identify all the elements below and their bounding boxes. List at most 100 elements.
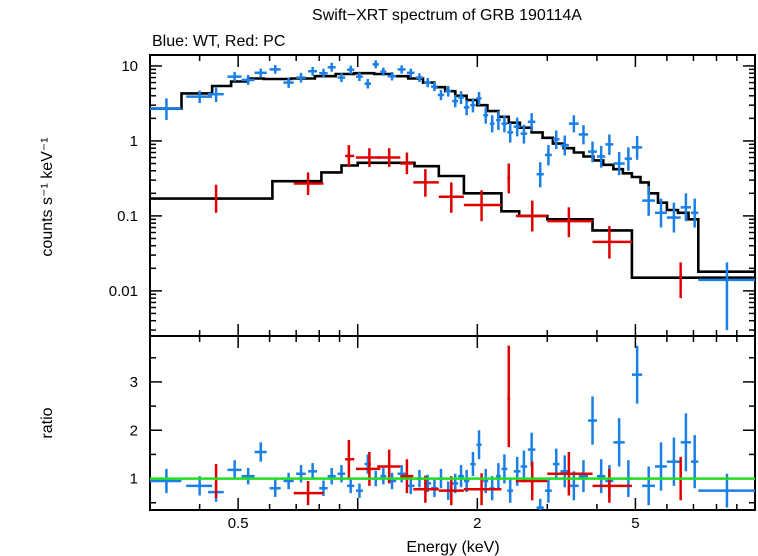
wt-ratio-point	[536, 498, 544, 510]
wt-spectrum-point	[470, 98, 476, 113]
wt-spectrum-series	[150, 60, 755, 331]
pc-spectrum-point	[507, 163, 511, 194]
pc-spectrum-point	[463, 190, 502, 222]
wt-ratio-point	[642, 466, 655, 506]
wt-spectrum-point	[560, 135, 569, 156]
wt-ratio-point	[588, 396, 597, 445]
wt-spectrum-point	[578, 125, 589, 145]
wt-spectrum-point	[507, 122, 514, 143]
pc-ratio-point	[438, 476, 464, 506]
wt-spectrum-point	[489, 115, 495, 133]
pc-spectrum-point	[679, 262, 682, 299]
pc-spectrum-point	[355, 148, 381, 167]
wt-spectrum-point	[227, 72, 242, 82]
wt-ratio-point	[337, 465, 346, 483]
spectrum-data	[150, 60, 755, 331]
wt-spectrum-point	[445, 86, 452, 97]
pc-spectrum-series	[214, 145, 682, 299]
pc-spectrum-point	[592, 226, 632, 259]
wt-spectrum-point	[452, 94, 459, 108]
wt-spectrum-point	[624, 147, 632, 171]
wt-spectrum-point	[387, 72, 397, 81]
wt-ratio-point	[654, 442, 667, 491]
ratio-panel: 0.5 2 5 1 2 3	[130, 335, 756, 532]
wt-spectrum-point	[319, 68, 328, 78]
wt-ratio-point	[568, 471, 579, 501]
wt-spectrum-point	[254, 68, 267, 78]
y-tick-label: 0.1	[117, 208, 138, 225]
pc-ratio-point	[400, 459, 414, 494]
wt-spectrum-point	[596, 145, 606, 168]
x-tick-label: 5	[631, 515, 639, 532]
wt-spectrum-point	[552, 130, 560, 150]
wt-spectrum-point	[520, 124, 528, 144]
wt-ratio-point	[254, 442, 267, 462]
top-y-axis-label: counts s⁻¹ keV⁻¹	[39, 137, 56, 256]
wt-spectrum-point	[458, 91, 464, 105]
wt-spectrum-point	[613, 152, 625, 176]
wt-spectrum-point	[347, 65, 355, 75]
wt-ratio-point	[578, 460, 589, 493]
pc-ratio-series	[214, 345, 682, 506]
wt-spectrum-point	[588, 141, 597, 163]
wt-spectrum-point	[380, 67, 387, 76]
pc-spectrum-point	[515, 200, 548, 232]
wt-spectrum-point	[364, 78, 372, 89]
bottom-y-axis-label: ratio	[39, 407, 56, 438]
wt-spectrum-point	[241, 74, 255, 85]
wt-ratio-point	[227, 460, 242, 480]
wt-ratio-point	[560, 455, 569, 488]
wt-ratio-point	[520, 450, 528, 483]
wt-spectrum-point	[496, 111, 501, 130]
ratio-frame	[149, 335, 756, 511]
chart-subtitle: Blue: WT, Red: PC	[152, 33, 285, 50]
pc-ratio-point	[507, 345, 511, 448]
y-tick-label: 10	[121, 58, 138, 75]
y-tick-label: 1	[130, 133, 138, 150]
wt-spectrum-point	[283, 77, 294, 88]
wt-spectrum-point	[690, 198, 699, 228]
pc-spectrum-point	[293, 172, 324, 195]
wt-spectrum-point	[654, 198, 667, 228]
y-tick-label: 2	[130, 422, 138, 439]
pc-spectrum-point	[413, 169, 439, 197]
wt-spectrum-point	[372, 60, 379, 69]
y-tick-label: 3	[130, 374, 138, 391]
wt-spectrum-point	[527, 113, 536, 132]
chart-title: Swift−XRT spectrum of GRB 190114A	[312, 7, 582, 24]
wt-spectrum-point	[406, 68, 415, 78]
wt-ratio-point	[470, 452, 476, 477]
wt-ratio-point	[406, 477, 415, 495]
pc-ratio-point	[592, 468, 632, 503]
spectrum-panel: 10 1 0.1 0.01	[109, 54, 756, 337]
wt-ratio-point	[544, 478, 552, 503]
pc-spectrum-point	[377, 148, 401, 167]
wt-ratio-point	[241, 467, 255, 485]
wt-ratio-point	[380, 467, 387, 485]
pc-ratio-point	[293, 481, 324, 506]
wt-ratio-point	[690, 435, 699, 489]
wt-ratio-point	[476, 430, 482, 460]
wt-ratio-point	[283, 472, 294, 490]
pc-ratio-point	[345, 439, 355, 479]
wt-spectrum-point	[476, 91, 482, 106]
wt-spectrum-point	[666, 202, 681, 233]
wt-ratio-point	[308, 463, 318, 480]
pc-ratio-point	[547, 452, 593, 496]
wt-spectrum-point	[337, 73, 346, 83]
wt-spectrum-point	[415, 73, 424, 83]
y-tick-label: 0.01	[109, 283, 138, 300]
wt-ratio-point	[496, 463, 501, 490]
wt-ratio-point	[269, 479, 281, 497]
wt-spectrum-point	[186, 90, 213, 104]
pc-ratio-point	[413, 475, 439, 503]
pc-spectrum-point	[547, 207, 593, 238]
wt-spectrum-point	[536, 162, 544, 188]
pc-ratio-point	[214, 464, 218, 498]
wt-ratio-point	[631, 345, 643, 404]
x-axis-label: Energy (keV)	[406, 539, 499, 556]
wt-ratio-point	[527, 432, 536, 467]
wt-ratio-point	[150, 468, 182, 494]
wt-ratio-point	[296, 465, 306, 483]
wt-ratio-point	[355, 483, 363, 498]
